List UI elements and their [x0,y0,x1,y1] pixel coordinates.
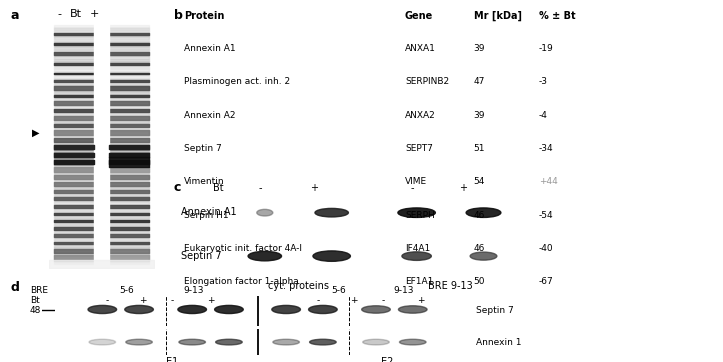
Text: % ± Bt: % ± Bt [539,11,576,21]
Text: +44: +44 [539,177,557,186]
Text: Bt: Bt [70,9,82,19]
Text: +: + [417,296,424,305]
Text: SERPH: SERPH [405,211,435,220]
Ellipse shape [400,339,426,345]
Ellipse shape [402,252,432,260]
Ellipse shape [466,208,501,218]
Ellipse shape [248,251,281,261]
Text: 39: 39 [474,111,485,120]
Ellipse shape [273,339,299,345]
Ellipse shape [313,251,351,261]
Ellipse shape [398,306,427,313]
Text: SEPT7: SEPT7 [405,144,433,153]
Ellipse shape [362,306,390,313]
Ellipse shape [215,339,242,345]
Text: Serpin H1: Serpin H1 [184,211,229,220]
Text: -3: -3 [539,77,547,87]
Text: -: - [57,9,61,19]
Text: -4: -4 [539,111,547,120]
Text: Septin 7: Septin 7 [181,251,221,261]
Text: ANXA2: ANXA2 [405,111,436,120]
Text: 51: 51 [474,144,485,153]
Text: 39: 39 [474,44,485,53]
Text: EF1A1: EF1A1 [405,277,433,286]
Text: +: + [140,296,147,305]
Text: IF4A1: IF4A1 [405,244,430,253]
Text: c: c [174,181,181,194]
Text: ANXA1: ANXA1 [405,44,436,53]
Text: +: + [90,9,98,19]
Text: Septin 7: Septin 7 [476,306,513,315]
Ellipse shape [363,339,389,345]
Ellipse shape [178,306,207,313]
Text: Mr [kDa]: Mr [kDa] [474,11,521,21]
Text: 5-6: 5-6 [119,286,134,295]
Text: Plasminogen act. inh. 2: Plasminogen act. inh. 2 [184,77,291,87]
Text: SERPINB2: SERPINB2 [405,77,449,87]
Ellipse shape [126,339,153,345]
Text: a: a [11,9,20,22]
Text: BRE: BRE [30,286,48,295]
Text: -: - [171,296,174,305]
Text: -54: -54 [539,211,553,220]
Text: +: + [208,296,215,305]
Text: 46: 46 [474,244,485,253]
Ellipse shape [179,339,205,345]
Text: Annexin A1: Annexin A1 [181,207,236,217]
Ellipse shape [89,339,116,345]
Text: -67: -67 [539,277,553,286]
Text: 47: 47 [474,77,485,87]
Text: -: - [259,183,262,193]
Text: -: - [317,296,320,305]
Ellipse shape [315,209,348,217]
Text: Septin 7: Septin 7 [184,144,222,153]
Text: ▶: ▶ [33,127,40,138]
Text: 9-13: 9-13 [393,286,414,295]
Ellipse shape [88,306,116,313]
Ellipse shape [257,209,273,216]
Text: 54: 54 [474,177,485,186]
Text: 46: 46 [474,211,485,220]
Text: 48: 48 [30,306,41,315]
Ellipse shape [215,306,243,313]
Text: Bt: Bt [30,296,40,305]
Text: -: - [106,296,108,305]
Text: 5-6: 5-6 [331,286,346,295]
Text: -34: -34 [539,144,553,153]
Text: Elongation factor 1-alpha: Elongation factor 1-alpha [184,277,299,286]
Text: -: - [382,296,385,305]
Text: -: - [411,183,414,193]
Text: 50: 50 [474,277,485,286]
Text: -40: -40 [539,244,553,253]
Text: +: + [458,183,467,193]
Text: cyt. proteins: cyt. proteins [268,281,329,291]
Ellipse shape [125,306,153,313]
Text: +: + [310,183,319,193]
Ellipse shape [470,252,497,260]
Text: 9-13: 9-13 [184,286,204,295]
Text: Vimentin: Vimentin [184,177,225,186]
Text: -19: -19 [539,44,553,53]
Ellipse shape [309,339,336,345]
Text: Annexin A1: Annexin A1 [184,44,236,53]
Text: b: b [174,9,182,22]
Text: +: + [351,296,358,305]
Text: VIME: VIME [405,177,427,186]
Text: Protein: Protein [184,11,225,21]
Text: E2: E2 [380,357,393,362]
Text: Annexin A2: Annexin A2 [184,111,236,120]
Text: Annexin 1: Annexin 1 [476,338,521,346]
Text: BRE 9-13: BRE 9-13 [428,281,473,291]
Text: Bt: Bt [213,183,224,193]
Text: d: d [11,281,20,294]
Ellipse shape [309,306,337,313]
Text: E1: E1 [166,357,178,362]
Ellipse shape [398,208,435,218]
Ellipse shape [272,306,301,313]
Text: Gene: Gene [405,11,433,21]
Text: Eukaryotic init. factor 4A-I: Eukaryotic init. factor 4A-I [184,244,302,253]
